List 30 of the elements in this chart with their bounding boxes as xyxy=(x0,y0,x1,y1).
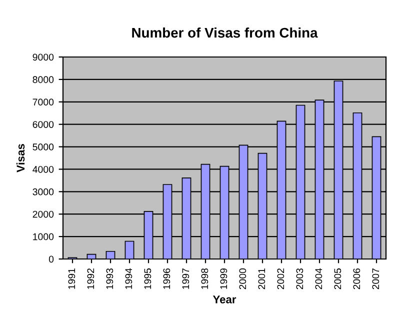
x-tick-label: 2001 xyxy=(258,268,266,290)
y-tick-label: 4000 xyxy=(32,166,54,173)
y-axis-title: Visas xyxy=(16,144,25,172)
y-tick-label: 2000 xyxy=(32,210,54,218)
x-tick-label: 1998 xyxy=(201,268,208,289)
y-tick-label: 1000 xyxy=(33,233,54,240)
y-tick-label: 5000 xyxy=(32,144,54,150)
x-tick-label: 1997 xyxy=(182,268,190,289)
chart-title: Number of Visas from China xyxy=(132,27,318,38)
y-tick-label: 8000 xyxy=(32,76,54,84)
x-tick-label: 1994 xyxy=(125,268,132,289)
y-tick-label: 9000 xyxy=(32,54,54,61)
y-tick-label: 7000 xyxy=(32,98,54,106)
x-tick-label: 1992 xyxy=(87,268,94,289)
x-tick-label: 2007 xyxy=(372,268,380,290)
y-tick-label: 3000 xyxy=(32,188,54,196)
x-axis-title: Year xyxy=(212,296,236,304)
x-tick-label: 2003 xyxy=(296,268,304,290)
y-tick-label: 6000 xyxy=(32,121,54,128)
x-tick-label: 2004 xyxy=(315,268,322,290)
x-tick-label: 1995 xyxy=(144,268,152,289)
x-tick-label: 2006 xyxy=(353,268,360,290)
x-tick-label: 2002 xyxy=(277,268,284,290)
x-tick-label: 1991 xyxy=(68,268,76,289)
x-tick-label: 2005 xyxy=(334,268,342,290)
x-tick-label: 1999 xyxy=(220,268,228,289)
x-tick-label: 1996 xyxy=(163,268,170,289)
x-tick-label: 2000 xyxy=(239,268,246,290)
x-tick-label: 1993 xyxy=(106,268,114,289)
y-tick-label: 0 xyxy=(48,256,54,263)
